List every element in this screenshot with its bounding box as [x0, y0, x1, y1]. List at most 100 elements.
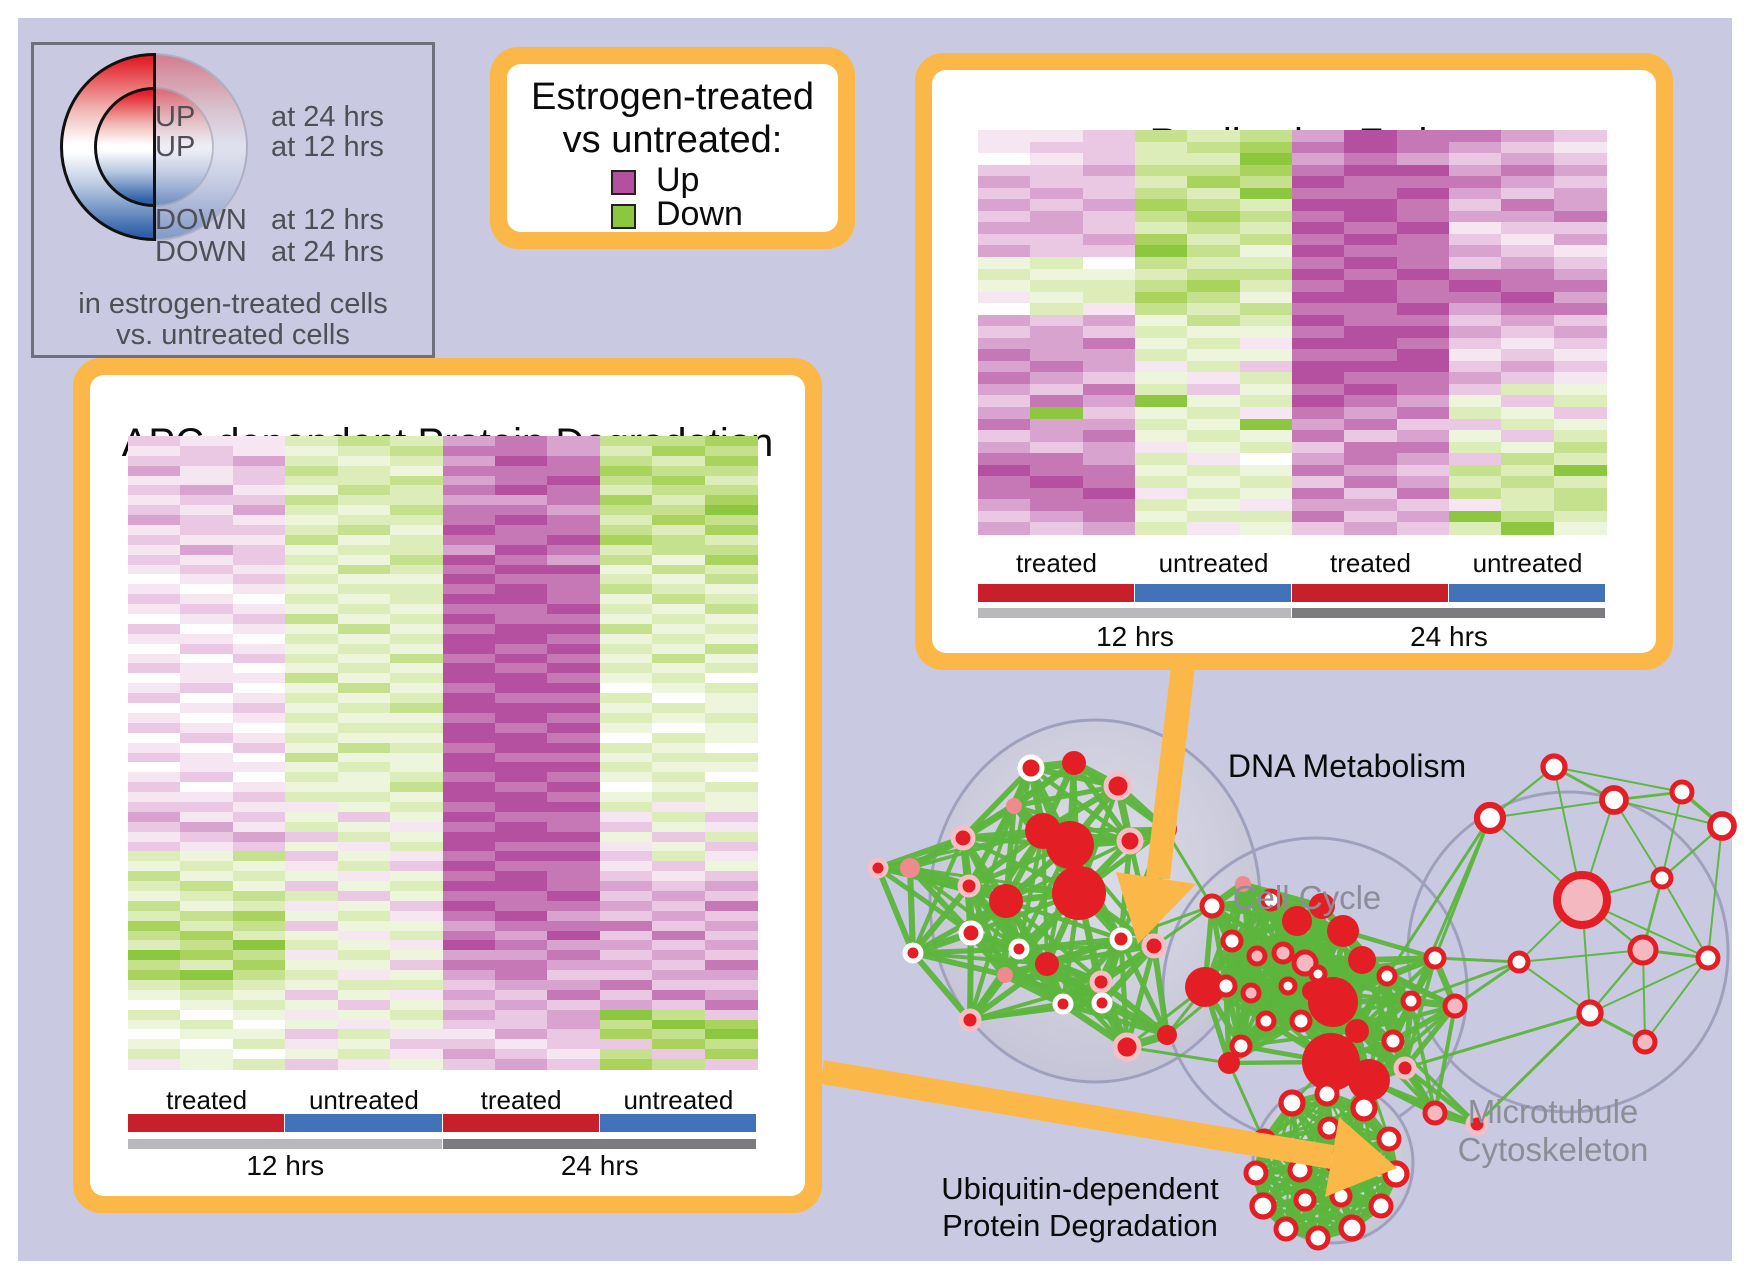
heatmap-cell	[442, 623, 496, 635]
heatmap-cell	[652, 455, 706, 467]
heatmap-cell	[442, 811, 496, 823]
heatmap-cell	[232, 574, 286, 585]
heatmap-cell	[337, 683, 391, 694]
treatment-color-bar	[285, 1114, 442, 1132]
heatmap-cell	[1449, 187, 1502, 200]
heatmap-cell	[1292, 383, 1345, 397]
heatmap-cell	[180, 900, 234, 912]
updown-legend-box: Estrogen-treated vs untreated: Up Down	[490, 47, 855, 249]
heatmap-cell	[128, 1009, 182, 1021]
heatmap-cell	[652, 525, 706, 536]
heatmap-cell	[978, 303, 1031, 316]
heatmap-cell	[652, 1009, 706, 1021]
heatmap-cell	[547, 673, 601, 684]
heatmap-cell	[599, 1059, 653, 1070]
heatmap-cell	[285, 1059, 339, 1070]
heatmap-cell	[1553, 222, 1607, 235]
heatmap-cell	[180, 881, 234, 892]
updown-gradient-circle	[60, 53, 248, 241]
heatmap-cell	[1449, 245, 1502, 258]
heatmap-cell	[978, 233, 1031, 247]
heatmap-cell	[1187, 360, 1241, 373]
heatmap-cell	[1292, 187, 1345, 200]
heatmap-cell	[1396, 407, 1450, 420]
heatmap-cell	[1030, 303, 1084, 316]
heatmap-cell	[285, 722, 339, 734]
heatmap-cell	[1187, 337, 1241, 350]
heatmap-cell	[599, 782, 653, 793]
heatmap-cell	[128, 851, 182, 862]
heatmap-cell	[442, 693, 496, 704]
heatmap-cell	[1396, 303, 1450, 316]
heatmap-cell	[978, 187, 1031, 200]
heatmap-cell	[1344, 256, 1398, 270]
heatmap-cell	[1082, 464, 1136, 477]
heatmap-cell	[1553, 430, 1607, 443]
treatment-color-bar	[128, 1114, 285, 1132]
heatmap-cell	[442, 1049, 496, 1060]
heatmap-cell	[337, 1019, 391, 1031]
heatmap-cell	[1187, 303, 1241, 316]
heatmap-cell	[494, 752, 548, 763]
heatmap-cell	[652, 663, 706, 674]
heatmap-cell	[180, 445, 234, 457]
heatmap-cell	[1082, 395, 1136, 408]
heatmap-cell	[232, 614, 286, 625]
heatmap-cell	[704, 752, 758, 763]
heatmap-cell	[599, 485, 653, 496]
heatmap-cell	[978, 499, 1031, 512]
heatmap-cell	[1501, 314, 1555, 327]
heatmap-cell	[337, 881, 391, 892]
heatmap-cell	[494, 762, 548, 773]
microtubule-label-line1: Microtubule	[1467, 1093, 1639, 1130]
heatmap-cell	[1501, 464, 1555, 477]
heatmap-cell	[978, 130, 1031, 143]
heatmap-cell	[652, 960, 706, 971]
heatmap-cell	[390, 643, 444, 655]
heatmap-cell	[232, 890, 286, 902]
heatmap-cell	[652, 1049, 706, 1060]
heatmap-cell	[128, 831, 182, 843]
network-edge	[908, 866, 1081, 895]
heatmap-cell	[337, 811, 391, 823]
heatmap-cell	[390, 683, 444, 694]
heatmap-cell	[232, 693, 286, 704]
heatmap-cell	[547, 871, 601, 882]
treatment-group-label: treated	[1016, 548, 1097, 578]
network-node-d8	[957, 874, 981, 898]
heatmap-cell	[494, 950, 548, 961]
heatmap-cell	[232, 604, 286, 615]
heatmap-cell	[442, 782, 496, 793]
network-edge	[967, 961, 1050, 1023]
heatmap-cell	[128, 752, 182, 763]
heatmap-cell	[337, 871, 391, 882]
heatmap-cell	[1344, 499, 1398, 512]
heatmap-cell	[1082, 280, 1136, 293]
heatmap-cell	[1449, 222, 1502, 235]
heatmap-cell	[390, 801, 444, 813]
heatmap-cell	[128, 703, 182, 714]
heatmap-cell	[1239, 349, 1293, 362]
heatmap-cell	[442, 445, 496, 457]
heatmap-cell	[1344, 233, 1398, 247]
heatmap-cell	[180, 505, 234, 516]
heatmap-cell	[1082, 176, 1136, 189]
heatmap-cell	[1501, 453, 1555, 466]
heatmap-cell	[704, 871, 758, 882]
heatmap-cell	[1135, 164, 1188, 177]
heatmap-cell	[1553, 522, 1607, 535]
network-node-u4	[1376, 1126, 1402, 1152]
heatmap-cell	[704, 445, 758, 457]
heatmap-cell	[442, 950, 496, 961]
heatmap-cell	[547, 930, 601, 942]
heatmap-cell	[494, 970, 548, 981]
heatmap-cell	[1135, 418, 1188, 431]
heatmap-cell	[1292, 499, 1345, 512]
heatmap-cell	[1396, 280, 1450, 293]
heatmap-cell	[599, 821, 653, 833]
heatmap-cell	[128, 940, 182, 951]
heatmap-cell	[390, 821, 444, 833]
network-node-c12	[1376, 965, 1398, 987]
heatmap-cell	[337, 910, 391, 922]
heatmap-cell	[599, 732, 653, 744]
